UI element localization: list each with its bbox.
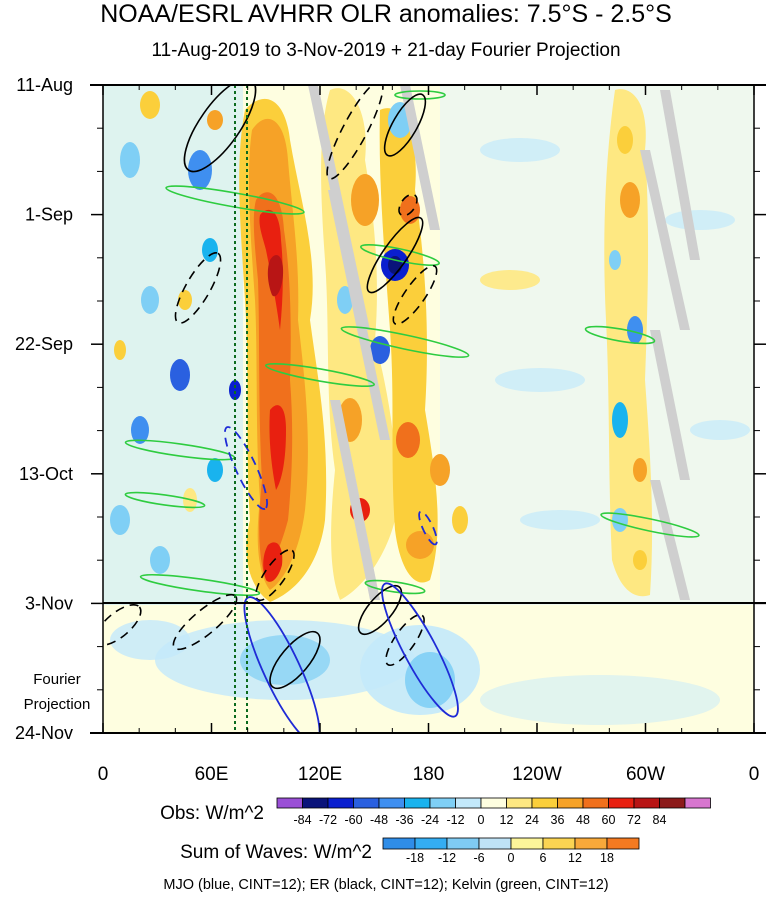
wave-contours	[103, 85, 700, 733]
obs-colorbar-label: Obs: W/m^2	[160, 803, 264, 824]
colorbar-tick-label: 72	[627, 813, 641, 827]
waves-colorbar: -18 -12 -6 0 6 12 18	[382, 837, 640, 865]
colorbar-swatch	[276, 797, 303, 809]
colorbar-swatch	[382, 837, 416, 850]
colorbar-swatch	[446, 837, 480, 850]
colorbar-tick-label: -84	[293, 813, 311, 827]
colorbar-tick-label: -12	[438, 851, 456, 865]
y-tick-label: 13-Oct	[19, 464, 73, 484]
colorbar-swatch	[582, 797, 609, 809]
colorbar-tick-label: -36	[395, 813, 413, 827]
projection-label-line2: Projection	[24, 696, 91, 713]
colorbar-swatch	[574, 837, 608, 850]
colorbar-swatch	[327, 797, 354, 809]
projection-label-line1: Fourier	[33, 671, 81, 688]
colorbar-tick-label: 36	[551, 813, 565, 827]
colorbar-swatch	[302, 797, 329, 809]
x-tick-label: 120E	[298, 764, 342, 785]
colorbar-tick-label: -60	[344, 813, 362, 827]
colorbar-swatch	[480, 797, 507, 809]
y-tick-label: 1-Sep	[25, 205, 73, 225]
colorbar-tick-label: 48	[576, 813, 590, 827]
chart-subtitle: 11-Aug-2019 to 3-Nov-2019 + 21-day Fouri…	[151, 40, 621, 61]
colorbar-swatch	[506, 797, 533, 809]
colorbar-swatch	[531, 797, 558, 809]
colorbar-tick-label: 0	[508, 851, 515, 865]
colorbar-swatch	[429, 797, 456, 809]
colorbar-swatch	[557, 797, 584, 809]
y-tick-label: 22-Sep	[15, 334, 73, 354]
colorbar-swatch	[404, 797, 431, 809]
colorbar-tick-label: 18	[600, 851, 614, 865]
colorbar-swatch	[633, 797, 660, 809]
x-axis: 0 60E 120E 180 120W 60W 0	[98, 85, 760, 785]
chart-title: NOAA/ESRL AVHRR OLR anomalies: 7.5°S - 2…	[100, 0, 672, 28]
colorbar-tick-label: -18	[406, 851, 424, 865]
colorbar-tick-label: -24	[421, 813, 439, 827]
colorbar-swatch	[684, 797, 711, 809]
colorbar-tick-label: -48	[370, 813, 388, 827]
y-tick-label: 3-Nov	[25, 593, 73, 613]
colorbar-swatch	[659, 797, 686, 809]
x-tick-label: 120W	[512, 764, 562, 785]
colorbar-swatch	[378, 797, 405, 809]
x-tick-label: 60W	[626, 764, 665, 785]
x-tick-label: 60E	[195, 764, 229, 785]
colorbar-swatch	[353, 797, 380, 809]
colorbar-swatch	[455, 797, 482, 809]
colorbar-tick-label: 24	[525, 813, 539, 827]
colorbar-tick-label: -72	[319, 813, 337, 827]
colorbar-tick-label: 0	[478, 813, 485, 827]
footer-note: MJO (blue, CINT=12); ER (black, CINT=12)…	[163, 877, 609, 893]
waves-colorbar-label: Sum of Waves: W/m^2	[180, 842, 372, 863]
x-tick-label: 0	[98, 764, 109, 785]
colorbar-swatch	[414, 837, 448, 850]
colorbar-swatch	[478, 837, 512, 850]
y-axis: 11-Aug 1-Sep 22-Sep 13-Oct 3-Nov 24-Nov	[15, 75, 766, 743]
obs-colorbar: -84 -72 -60 -48 -36 -24 -12 0 12 24 36 48 60 72 84	[276, 797, 711, 827]
x-tick-label: 0	[749, 764, 760, 785]
colorbar-tick-label: -12	[446, 813, 464, 827]
y-tick-label: 24-Nov	[15, 723, 73, 743]
colorbar-swatch	[542, 837, 576, 850]
colorbar-swatch	[608, 797, 635, 809]
colorbar-tick-label: 84	[653, 813, 667, 827]
y-tick-label: 11-Aug	[16, 75, 73, 95]
colorbar-swatch	[510, 837, 544, 850]
colorbar-tick-label: 60	[602, 813, 616, 827]
colorbar-tick-label: 6	[540, 851, 547, 865]
x-tick-label: 180	[413, 764, 445, 785]
colorbar-tick-label: 12	[568, 851, 582, 865]
colorbar-tick-label: 12	[500, 813, 514, 827]
colorbar-swatch	[606, 837, 640, 850]
colorbar-tick-label: -6	[473, 851, 484, 865]
